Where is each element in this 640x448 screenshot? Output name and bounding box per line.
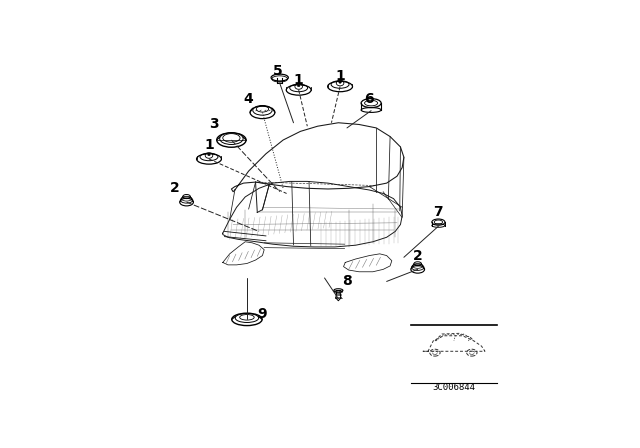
- Text: 2: 2: [413, 249, 422, 263]
- Text: 2: 2: [170, 181, 179, 195]
- Text: 7: 7: [433, 206, 443, 220]
- Text: 3C006844: 3C006844: [433, 383, 476, 392]
- Text: 9: 9: [258, 307, 268, 321]
- Ellipse shape: [298, 85, 300, 87]
- Text: 4: 4: [244, 91, 253, 106]
- Text: 1: 1: [204, 138, 214, 152]
- Text: 6: 6: [365, 91, 374, 106]
- Text: 1: 1: [294, 73, 303, 86]
- Ellipse shape: [208, 154, 210, 156]
- Text: 8: 8: [342, 275, 352, 289]
- Text: 5: 5: [273, 64, 283, 78]
- Text: 3: 3: [209, 117, 219, 131]
- Text: 1: 1: [335, 69, 345, 83]
- Ellipse shape: [339, 82, 341, 83]
